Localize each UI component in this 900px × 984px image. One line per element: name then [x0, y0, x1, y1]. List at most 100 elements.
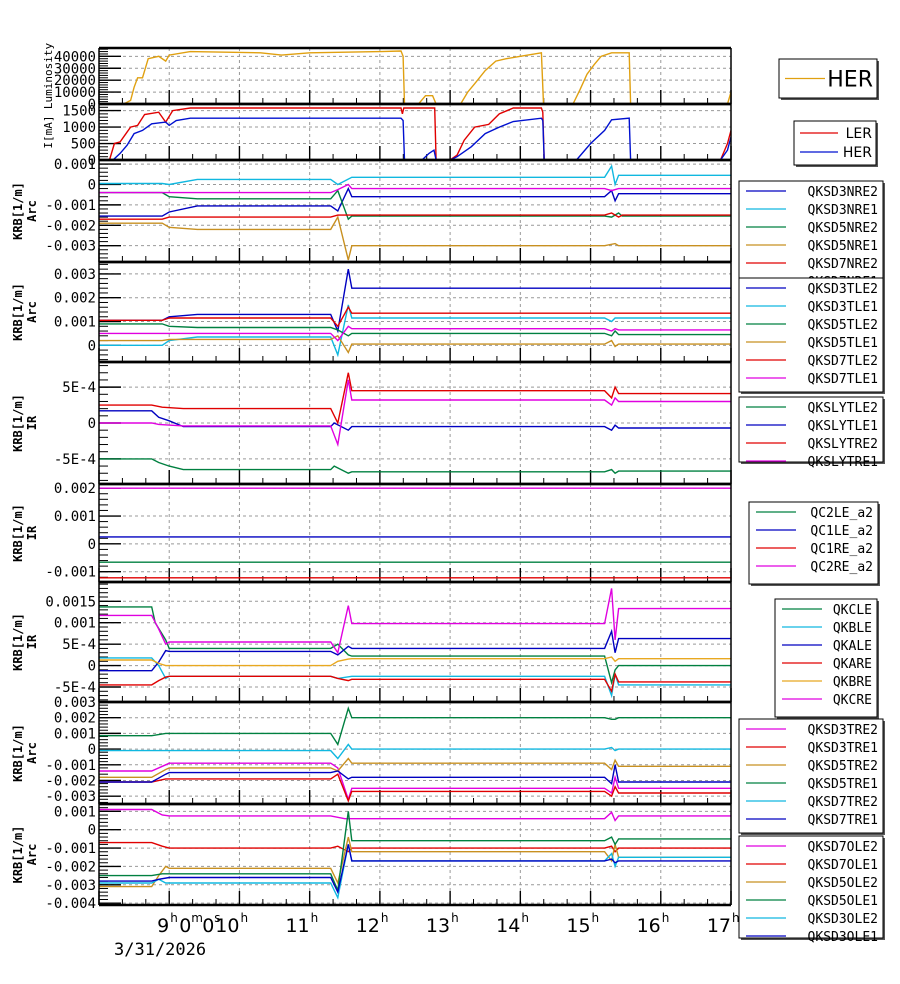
- legend-ir-qc: QC2LE_a2 QC1LE_a2 QC1RE_a2 QC2RE_a2: [748, 501, 880, 586]
- y-tick-label: 0.002: [54, 711, 96, 727]
- legend-item: LER: [800, 126, 872, 142]
- legend-item: QKSD5TLE1: [746, 336, 878, 351]
- y-axis-label: KRB[1/m] Arc: [11, 283, 39, 341]
- series-line-QKSD5TLE2: [99, 323, 731, 337]
- y-tick-label: 0.001: [54, 804, 96, 820]
- y-axis-label-line: KRB[1/m]: [11, 613, 25, 671]
- legend-label: QKSD3TRE1: [808, 741, 878, 756]
- legend-label: QC1RE_a2: [810, 542, 873, 557]
- y-tick-label: 0: [88, 742, 96, 758]
- y-tick-label: 5E-4: [62, 380, 96, 396]
- y-tick-label: -5E-4: [54, 452, 96, 468]
- series-line-QKSD7OLE1: [99, 841, 731, 853]
- legend-item: QKSD5TRE1: [746, 777, 878, 792]
- legend-item: QC2RE_a2: [756, 560, 873, 575]
- legend-box: [774, 598, 878, 718]
- legend-item: QKSLYTRE1: [746, 455, 878, 470]
- legend-arc-tre: QKSD3TRE2 QKSD3TRE1 QKSD5TRE2 QKSD5TRE1 QKSD…: [738, 718, 885, 835]
- legend-label: QKSLYTLE2: [808, 401, 878, 416]
- legend-label: LER: [846, 126, 873, 142]
- series-line-QKBRE: [99, 656, 731, 667]
- x-tick-label: 12: [356, 915, 380, 937]
- x-tick-label-sec: 0: [202, 915, 214, 937]
- legend-item: QKSLYTLE1: [746, 419, 878, 434]
- y-tick-label: 0.003: [54, 267, 96, 283]
- legend-label: QKSD5OLE1: [808, 894, 878, 909]
- legend-item: QKSD5TRE2: [746, 759, 878, 774]
- y-axis-label-line: IR: [25, 525, 39, 540]
- legend-item: QKSD5NRE2: [746, 221, 878, 236]
- series-group: [99, 706, 731, 803]
- x-tick-label-sup: s: [214, 911, 220, 925]
- series-line-QKSD3TRE2: [99, 762, 731, 802]
- legend-box: [738, 180, 884, 296]
- legend-item: QKCLE: [782, 603, 872, 618]
- y-tick-label: 0: [88, 537, 96, 553]
- legend-label: QKSD5NRE1: [808, 239, 878, 254]
- legend-label: QKALE: [833, 639, 872, 654]
- series-group: [99, 268, 731, 358]
- legend-item: QKSD7TLE1: [746, 372, 878, 387]
- legend-label: QKSD5OLE2: [808, 876, 878, 891]
- legend-item: HER: [800, 145, 872, 161]
- y-tick-label: -0.002: [45, 773, 96, 789]
- y-tick-label: 0.0015: [45, 594, 96, 610]
- y-tick-label: 0.003: [54, 695, 96, 711]
- y-axis-label-line: IR: [25, 634, 39, 649]
- x-tick-label-sup: h: [521, 911, 529, 925]
- y-axis-label-line: Arc: [25, 844, 39, 866]
- legend-label: QKSD3OLE2: [808, 912, 878, 927]
- y-tick-label: 0.001: [54, 616, 96, 632]
- series-line-QKSD7TRE2: [99, 743, 731, 760]
- y-axis-label-line: Luminosity: [42, 43, 55, 110]
- legend-item: QKSD5OLE1: [746, 894, 878, 909]
- y-tick-label: 0.001: [54, 726, 96, 742]
- series-line-QKSD7NRE1: [99, 183, 731, 194]
- legend-item: QC1LE_a2: [756, 524, 873, 539]
- legend-label: QKSD7OLE2: [808, 840, 878, 855]
- series-group: [99, 487, 731, 579]
- legend-label: QKSD7OLE1: [808, 858, 878, 873]
- legend-label: QKSD3TLE1: [808, 300, 878, 315]
- y-axis-label-line: KRB[1/m]: [11, 826, 25, 884]
- x-tick-label-sup: h: [662, 911, 670, 925]
- legend-label: QKSD7TLE2: [808, 354, 878, 369]
- legend-label: HER: [843, 145, 872, 161]
- x-tick-label-sup: h: [240, 911, 248, 925]
- legend-item: QKBRE: [782, 675, 872, 690]
- legend-label: QKSLYTRE1: [808, 455, 878, 470]
- series-line-QKSD7NRE2: [99, 212, 731, 220]
- y-axis-label-line: KRB[1/m]: [11, 283, 25, 341]
- series-group: [99, 588, 731, 699]
- legend-label: QC1LE_a2: [810, 524, 873, 539]
- legend-label: QKSD3TLE2: [808, 282, 878, 297]
- y-axis-label: KRB[1/m] IR: [11, 394, 39, 452]
- x-tick-label: 17: [707, 915, 731, 937]
- legend-box: [793, 120, 877, 166]
- legend-label: QKSD7TLE1: [808, 372, 878, 387]
- series-group: [99, 372, 731, 475]
- x-tick-label-sup: h: [311, 911, 319, 925]
- legend-label: QKSD3NRE1: [808, 203, 878, 218]
- series-line-QKSD7OLE2: [99, 808, 731, 822]
- series-line-QKARE: [99, 671, 731, 694]
- series-line-QKSD3TLE1: [99, 304, 731, 358]
- x-tick-label-min: 0: [179, 915, 191, 937]
- legend-label: QKSD3NRE2: [808, 185, 878, 200]
- series-line-HER: [99, 50, 731, 104]
- panel-arc-nre: -0.003 -0.002 -0.001 0 0.001 KRB[1/m] Arc: [11, 157, 732, 264]
- series-line-QKSD5TRE1: [99, 706, 731, 747]
- y-tick-label: 1500: [62, 104, 96, 120]
- panel-arc-ole: -0.004 -0.003 -0.002 -0.001 0 0.001 KRB[1/m] Ar…: [11, 802, 732, 912]
- legend-label: QC2LE_a2: [810, 506, 873, 521]
- x-tick-label: 10: [215, 915, 239, 937]
- x-tick-label-sup: h: [592, 911, 600, 925]
- y-axis-label: I[mA]: [42, 115, 55, 148]
- y-tick-label: -0.002: [45, 859, 96, 875]
- legend-box: [738, 835, 884, 939]
- y-tick-label: -0.001: [45, 198, 96, 214]
- legend-label: QKCLE: [833, 603, 872, 618]
- series-line-QKALE: [99, 628, 731, 672]
- legend-item: QKCRE: [782, 693, 872, 708]
